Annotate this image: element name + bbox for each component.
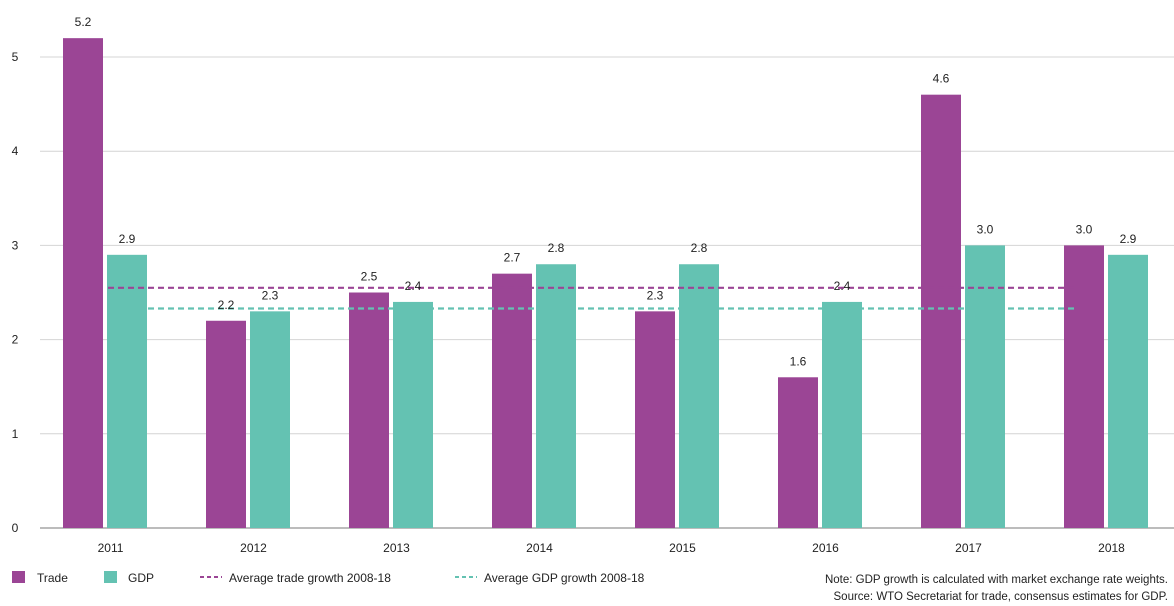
- y-tick-label: 3: [12, 238, 19, 252]
- legend-gdp-swatch: [104, 571, 117, 583]
- bar-trade-2013: [349, 292, 389, 528]
- bar-gdp-2016: [822, 301, 862, 528]
- data-label-gdp-2018: 2.9: [1120, 232, 1137, 246]
- legend-trade-label: Trade: [37, 571, 68, 585]
- chart-notes: Note: GDP growth is calculated with mark…: [825, 574, 1168, 603]
- bar-trade-2012: [206, 320, 246, 528]
- bar-trade-2014: [492, 273, 532, 528]
- bar-gdp-2011: [107, 254, 147, 528]
- bar-trade-2015: [635, 311, 675, 528]
- x-tick-label-2016: 2016: [812, 541, 839, 555]
- data-label-trade-2012: 2.2: [218, 298, 235, 312]
- bar-trade-2016: [778, 377, 818, 528]
- legend-trade-swatch: [12, 571, 25, 583]
- data-label-gdp-2015: 2.8: [691, 241, 708, 255]
- bar-gdp-2014: [536, 264, 576, 528]
- bar-trade-2017: [921, 94, 961, 529]
- x-tick-label-2014: 2014: [526, 541, 553, 555]
- data-label-trade-2011: 5.2: [75, 15, 92, 29]
- data-label-trade-2018: 3.0: [1076, 222, 1093, 236]
- note-text: Note: GDP growth is calculated with mark…: [825, 574, 1168, 586]
- data-label-gdp-2014: 2.8: [548, 241, 565, 255]
- bar-gdp-2013: [393, 301, 433, 528]
- bars: [63, 38, 1148, 529]
- y-tick-label: 5: [12, 50, 19, 64]
- data-label-trade-2015: 2.3: [647, 288, 664, 302]
- x-tick-label-2013: 2013: [383, 541, 410, 555]
- source-text: Source: WTO Secretariat for trade, conse…: [834, 591, 1169, 603]
- data-label-trade-2017: 4.6: [933, 72, 950, 86]
- y-tick-label: 4: [12, 144, 19, 158]
- data-label-trade-2014: 2.7: [504, 251, 521, 265]
- bar-trade-2011: [63, 38, 103, 528]
- data-label-gdp-2012: 2.3: [262, 288, 279, 302]
- data-label-gdp-2016: 2.4: [834, 279, 851, 293]
- y-axis-tick-labels: 0 1 2 3 4 5: [12, 50, 19, 535]
- x-tick-label-2012: 2012: [240, 541, 267, 555]
- y-tick-label: 2: [12, 333, 19, 347]
- bar-gdp-2012: [250, 311, 290, 528]
- y-tick-label: 0: [12, 521, 19, 535]
- data-label-gdp-2011: 2.9: [119, 232, 136, 246]
- x-tick-label-2015: 2015: [669, 541, 696, 555]
- legend-trade-average-label: Average trade growth 2008-18: [229, 571, 391, 585]
- bar-gdp-2015: [679, 264, 719, 528]
- bar-data-labels: 5.2 2.9 2.2 2.3 2.5 2.4 2.7 2.8 2.3 2.8 1.6 2.4 4.6 3…: [75, 15, 1137, 368]
- data-label-trade-2016: 1.6: [790, 354, 807, 368]
- average-reference-lines: [108, 286, 1078, 310]
- bar-trade-2018: [1064, 245, 1104, 528]
- x-tick-label-2011: 2011: [98, 541, 124, 555]
- x-tick-label-2017: 2017: [955, 541, 982, 555]
- legend-gdp-label: GDP: [128, 571, 154, 585]
- legend-gdp-average-label: Average GDP growth 2008-18: [484, 571, 645, 585]
- data-label-gdp-2013: 2.4: [405, 279, 422, 293]
- data-label-gdp-2017: 3.0: [977, 222, 994, 236]
- y-tick-label: 1: [12, 427, 19, 441]
- x-axis-tick-labels: 2011 2012 2013 2014 2015 2016 2017 2018: [98, 541, 1126, 555]
- data-label-trade-2013: 2.5: [361, 270, 378, 284]
- legend: Trade GDP Average trade growth 2008-18 Aver…: [12, 571, 645, 585]
- bar-gdp-2017: [965, 245, 1005, 528]
- bar-gdp-2018: [1108, 254, 1148, 528]
- x-tick-label-2018: 2018: [1098, 541, 1125, 555]
